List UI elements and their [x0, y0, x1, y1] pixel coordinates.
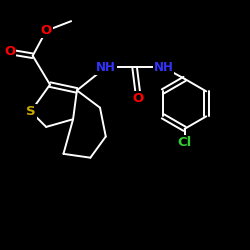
Text: O: O — [40, 24, 52, 37]
Text: NH: NH — [96, 61, 116, 74]
Text: O: O — [4, 46, 15, 59]
Text: NH: NH — [154, 61, 174, 74]
Text: S: S — [26, 105, 36, 118]
Text: O: O — [133, 92, 144, 104]
Text: Cl: Cl — [178, 136, 192, 149]
